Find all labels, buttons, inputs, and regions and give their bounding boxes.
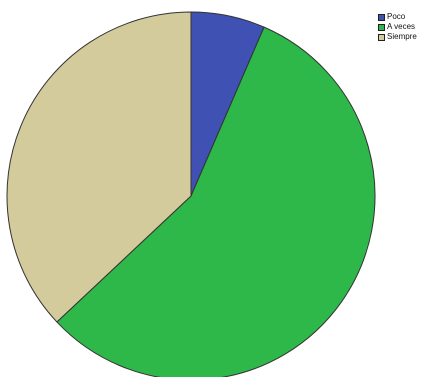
- legend-item-siempre: Siempre: [378, 32, 421, 42]
- pie-slice-a-veces: [56, 26, 376, 377]
- legend-label-a-veces: A veces: [387, 22, 416, 31]
- legend-swatch-poco: [378, 13, 385, 21]
- legend-label-siempre: Siempre: [387, 32, 417, 41]
- legend-label-poco: Poco: [387, 12, 406, 21]
- chart-legend: Poco A veces Siempre: [378, 12, 421, 42]
- legend-item-a-veces: A veces: [378, 22, 421, 32]
- legend-swatch-siempre: [378, 33, 385, 41]
- legend-swatch-a-veces: [378, 23, 385, 31]
- legend-item-poco: Poco: [378, 12, 421, 22]
- pie-slice-siempre: [6, 11, 192, 323]
